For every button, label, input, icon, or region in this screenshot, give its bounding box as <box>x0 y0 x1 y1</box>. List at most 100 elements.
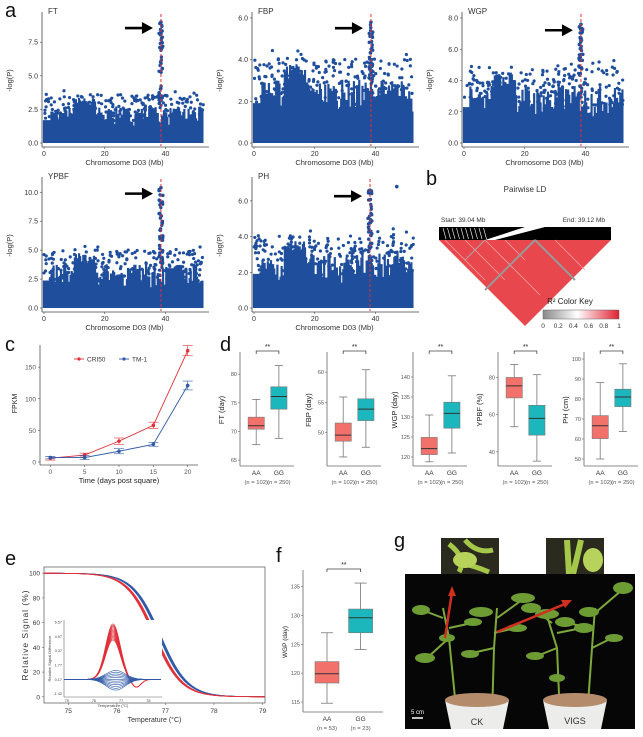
snp-point <box>253 251 258 255</box>
snp-point <box>169 114 173 118</box>
x-tick-label: 0 <box>252 316 256 323</box>
y-tick-label: 0.0 <box>28 141 38 148</box>
y-tick-label: 0 <box>32 460 36 467</box>
x-tick-label: 0 <box>48 469 52 476</box>
snp-point <box>319 273 323 277</box>
x-tick-label: 40 <box>162 316 170 323</box>
snp-point <box>127 268 131 272</box>
x-axis-label: Chromosome D03 (Mb) <box>85 323 164 332</box>
peak-arrow-head <box>351 190 363 203</box>
snp-point <box>263 74 267 79</box>
peak-snp-point <box>368 191 372 196</box>
snp-point <box>567 82 571 86</box>
snp-point <box>147 266 151 270</box>
snp-point <box>621 78 625 82</box>
snp-point <box>104 110 108 114</box>
snp-point <box>307 238 312 242</box>
snp-point <box>80 95 84 99</box>
snp-point <box>377 236 382 240</box>
snp-point <box>350 257 354 261</box>
snp-point <box>597 60 601 64</box>
snp-point <box>473 106 477 110</box>
snp-point <box>97 101 101 105</box>
snp-point <box>475 105 480 109</box>
color-key-tick: 0.4 <box>569 323 578 330</box>
snp-point <box>119 107 123 112</box>
color-key-title: R² Color Key <box>547 297 593 306</box>
snp-point <box>125 258 129 262</box>
snp-point <box>58 97 62 101</box>
snp-point <box>608 103 612 107</box>
peak-snp-point <box>159 30 163 34</box>
snp-point <box>261 258 265 262</box>
snp-point <box>556 64 560 68</box>
y-tick-label: 80 <box>575 397 581 403</box>
snp-point <box>133 250 137 254</box>
snp-point <box>49 103 53 107</box>
snp-point <box>183 104 187 108</box>
snp-point <box>62 89 66 93</box>
snp-point <box>509 65 513 69</box>
y-tick-label: 6.0 <box>238 16 248 23</box>
snp-point <box>350 87 354 91</box>
snp-point <box>337 246 341 250</box>
plot-title: FBP <box>258 7 274 16</box>
snp-point <box>391 233 396 237</box>
peak-snp-point <box>370 48 375 52</box>
legend-marker <box>77 357 81 361</box>
snp-point <box>501 71 505 75</box>
snp-point <box>325 80 329 84</box>
snp-point <box>284 86 288 90</box>
inset-y-tick-label: 3.37 <box>55 649 62 653</box>
snp-point <box>143 108 147 112</box>
snp-point <box>552 80 556 84</box>
snp-point <box>312 247 317 252</box>
x-tick-label: 0 <box>42 151 46 158</box>
snp-point <box>124 116 128 120</box>
snp-point <box>66 105 71 110</box>
snp-point <box>389 81 393 85</box>
snp-point <box>88 258 92 262</box>
snp-point <box>398 76 402 80</box>
data-point <box>185 348 190 353</box>
snp-point <box>316 241 321 245</box>
snp-point <box>582 82 586 86</box>
snp-mapping-line <box>460 227 465 240</box>
group-label: GG <box>447 470 457 477</box>
snp-point <box>70 274 75 278</box>
snp-point <box>133 110 137 114</box>
snp-point <box>381 79 385 83</box>
snp-point <box>109 100 113 105</box>
snp-point <box>477 65 481 70</box>
snp-point <box>317 70 321 75</box>
snp-point <box>74 261 78 265</box>
snp-point <box>106 118 111 122</box>
box-gg <box>270 386 288 410</box>
y-axis-label: Relative Signal (%) <box>20 589 30 680</box>
y-tick-label: 6.0 <box>448 47 458 54</box>
snp-point <box>193 260 198 264</box>
snp-point <box>75 116 79 120</box>
snp-point <box>298 73 302 77</box>
snp-point <box>273 88 277 92</box>
plot-title: PH <box>258 172 269 181</box>
peak-snp-point <box>159 20 163 24</box>
snp-point <box>256 251 261 255</box>
snp-point-cloud <box>252 241 414 308</box>
snp-point <box>352 98 356 103</box>
snp-point <box>294 90 298 95</box>
snp-point <box>63 274 67 278</box>
snp-point <box>117 104 121 108</box>
snp-point <box>299 69 303 73</box>
data-point <box>151 423 156 428</box>
y-tick-label: 5.0 <box>28 248 38 255</box>
snp-point <box>324 59 328 63</box>
snp-point <box>93 256 97 260</box>
snp-point <box>481 81 485 85</box>
snp-point <box>198 262 202 266</box>
snp-point <box>347 83 351 87</box>
snp-point <box>195 98 200 102</box>
snp-point <box>140 267 144 271</box>
snp-point <box>404 52 408 57</box>
significance-label: ** <box>523 344 529 351</box>
